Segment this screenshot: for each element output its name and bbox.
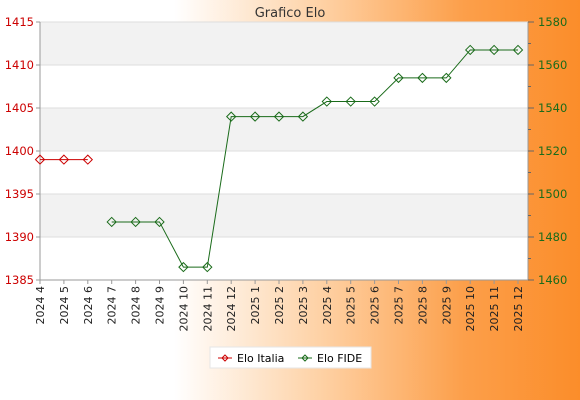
data-point: [225, 111, 237, 122]
grid-band: [40, 22, 528, 65]
legend-label: Elo FIDE: [317, 352, 362, 365]
x-tick-label: 2025 2: [273, 286, 286, 325]
x-tick-label: 2025 7: [393, 286, 406, 325]
x-tick-label: 2025 8: [416, 286, 429, 325]
x-tick-label: 2024 12: [225, 286, 238, 332]
chart-title: Grafico Elo: [255, 6, 326, 21]
x-tick-label: 2024 4: [34, 286, 47, 325]
data-point: [58, 154, 70, 165]
series-elo-italia: [34, 154, 94, 165]
x-tick-label: 2024 5: [58, 286, 71, 325]
data-point: [130, 216, 141, 228]
data-point: [417, 72, 428, 84]
left-axis: 1385 1390 1395 1400 1405 1410 1415: [5, 15, 40, 287]
data-point: [273, 111, 285, 122]
x-tick-label: 2024 9: [154, 286, 167, 325]
x-tick-label: 2025 6: [369, 286, 382, 325]
left-tick-label: 1400: [5, 144, 34, 158]
data-point: [249, 111, 261, 122]
series-elo-fide: [106, 44, 524, 273]
x-tick-label: 2025 11: [488, 286, 501, 332]
data-point: [488, 44, 500, 56]
legend-box: [209, 346, 372, 369]
right-axis: 1460 1480 1500 1520 1540 1560 1580: [528, 15, 567, 287]
legend-marker: [301, 354, 309, 362]
data-point: [393, 72, 404, 84]
data-point: [512, 44, 524, 56]
right-tick-label: 1560: [538, 58, 567, 72]
data-point: [464, 44, 476, 56]
data-point: [441, 72, 452, 84]
right-tick-label: 1500: [538, 187, 567, 201]
legend-marker: [221, 354, 229, 362]
left-tick-label: 1395: [5, 187, 34, 201]
data-point: [202, 261, 213, 273]
grid-band: [40, 194, 528, 237]
grid-band: [40, 108, 528, 151]
data-point: [82, 154, 94, 165]
legend-label: Elo Italia: [237, 352, 284, 365]
x-tick-label: 2025 10: [464, 286, 477, 332]
left-tick-label: 1405: [5, 101, 34, 115]
right-tick-label: 1520: [538, 144, 567, 158]
left-tick-label: 1390: [5, 230, 34, 244]
x-tick-label: 2024 10: [177, 286, 190, 332]
x-tick-label: 2025 3: [297, 286, 310, 325]
series-line: [111, 49, 518, 268]
right-tick-label: 1480: [538, 230, 567, 244]
legend: Elo Italia Elo FIDE: [209, 346, 372, 369]
x-tick-label: 2024 6: [82, 286, 95, 325]
x-tick-label: 2024 11: [201, 286, 214, 332]
left-tick-label: 1415: [5, 15, 34, 29]
x-tick-label: 2025 1: [249, 286, 262, 325]
x-tick-label: 2025 12: [512, 286, 525, 332]
data-point: [369, 96, 380, 107]
x-tick-label: 2024 7: [106, 286, 119, 325]
series-layer: [34, 44, 524, 273]
right-tick-label: 1580: [538, 15, 567, 29]
data-point: [34, 154, 46, 165]
x-tick-label: 2024 8: [130, 286, 143, 325]
data-point: [106, 216, 117, 228]
x-tick-label: 2025 9: [440, 286, 453, 325]
right-tick-label: 1540: [538, 101, 567, 115]
data-point: [178, 261, 189, 273]
data-point: [321, 96, 333, 107]
left-tick-label: 1385: [5, 273, 34, 287]
data-point: [154, 216, 165, 228]
x-tick-label: 2025 4: [321, 286, 334, 325]
right-tick-label: 1460: [538, 273, 567, 287]
x-tick-label: 2025 5: [345, 286, 358, 325]
left-tick-label: 1410: [5, 58, 34, 72]
x-axis: 2024 4 2024 5 2024 6 2024 7 2024 8 2024 9 2024…: [34, 280, 525, 332]
data-point: [345, 96, 356, 107]
data-point: [297, 111, 309, 122]
